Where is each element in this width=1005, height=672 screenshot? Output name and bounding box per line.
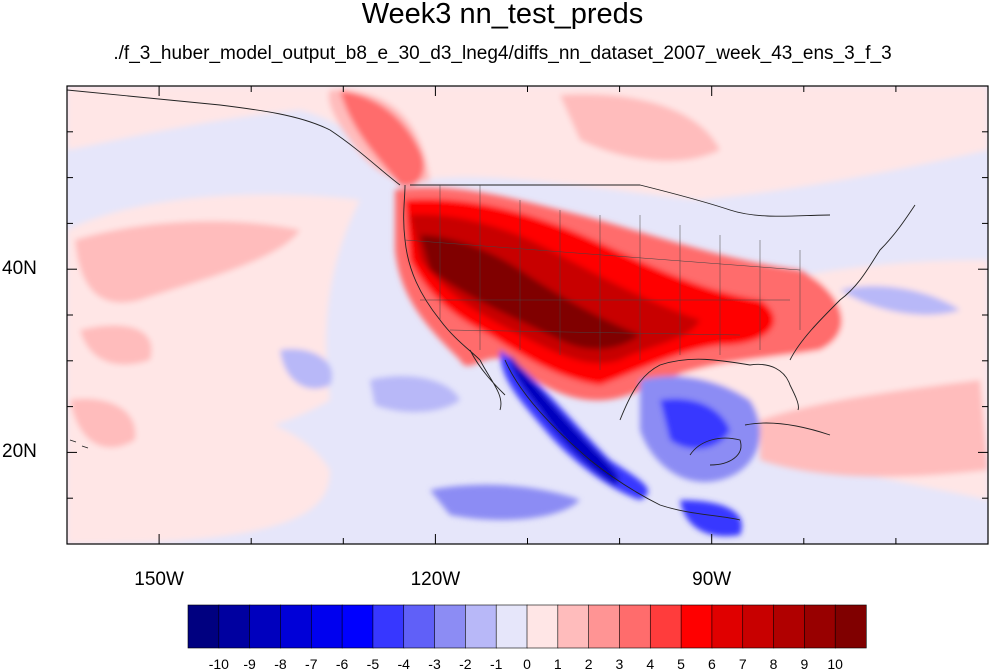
colorbar-swatch <box>742 604 775 649</box>
baja-coast <box>469 349 506 411</box>
colorbar-swatch <box>526 604 559 649</box>
us-west-coast <box>403 184 481 361</box>
us-east-coast <box>789 204 916 361</box>
yucatan-coast <box>689 437 742 466</box>
colorbar-tick-label: 1 <box>553 656 562 672</box>
colorbar-tick-label: 7 <box>738 656 747 672</box>
field-pos-4 <box>67 412 330 544</box>
colorbar-swatch <box>372 604 405 649</box>
colorbar-swatch <box>218 604 251 649</box>
field-pos-5 <box>75 221 300 303</box>
colorbar-tick-label: -8 <box>274 656 287 672</box>
colorbar-tick-label: 8 <box>769 656 778 672</box>
colorbar-tick-label: 0 <box>523 656 531 672</box>
colorbar-swatch <box>649 604 682 649</box>
colorbar-tick-label: -4 <box>397 656 410 672</box>
colorbar-tick-label: 6 <box>708 656 716 672</box>
colorbar-swatch <box>341 604 374 649</box>
field-neg-2 <box>510 355 620 485</box>
field-pos-12 <box>340 90 424 186</box>
colorbar-swatch <box>249 604 282 649</box>
heatmap-field <box>67 86 988 544</box>
field-neg-5 <box>280 349 332 389</box>
figure-subtitle: ./f_3_huber_model_output_b8_e_30_d3_lneg… <box>113 43 892 64</box>
colorbar-swatch <box>834 604 867 649</box>
x-tick-label: 120W <box>410 569 461 590</box>
x-tick-label: 90W <box>692 569 732 590</box>
figure-title: Week3 nn_test_preds <box>361 0 644 30</box>
colorbar-tick-label: 5 <box>677 656 685 672</box>
field-neg-4 <box>660 398 730 449</box>
mexico-pacific-coast <box>504 359 741 521</box>
colorbar-tick-label: -6 <box>335 656 349 672</box>
field-pos-10 <box>760 380 988 477</box>
y-tick-label: 20N <box>2 441 37 463</box>
colorbar-tick-label: -7 <box>305 656 318 672</box>
colorbar-tick-label: -9 <box>243 656 256 672</box>
colorbar-swatch <box>773 604 805 649</box>
colorbar-swatch <box>804 604 836 649</box>
hawaii <box>69 439 89 449</box>
colorbar-tick-label: -1 <box>489 656 503 672</box>
y-tick-label: 40N <box>2 258 37 280</box>
axis-ticks <box>66 85 989 545</box>
state-borders <box>404 185 801 370</box>
colorbar-tick-label: 4 <box>646 656 655 672</box>
colorbar-swatch <box>557 604 590 649</box>
colorbar-swatch <box>619 604 651 649</box>
colorbar-swatch <box>711 604 744 649</box>
colorbar-swatch <box>310 604 343 649</box>
colorbar-swatch <box>187 604 220 649</box>
us-canada-border <box>410 184 831 217</box>
x-tick-label: 150W <box>134 569 184 590</box>
colorbar-swatch <box>434 604 466 649</box>
field-neg-6 <box>370 376 460 412</box>
gulf-coast <box>619 358 799 421</box>
coastlines <box>67 89 916 521</box>
field-neg-8 <box>840 286 960 315</box>
colorbar-tick-label: 9 <box>800 656 809 672</box>
colorbar-tick-label: 10 <box>827 656 843 672</box>
field-pos-2 <box>67 86 988 200</box>
field-neg-9 <box>680 500 742 537</box>
field-neg-7 <box>430 484 580 520</box>
colorbar-tick-label: -5 <box>366 656 380 672</box>
colorbar-tick-label: 3 <box>615 656 624 672</box>
colorbar-tick-label: -3 <box>428 656 441 672</box>
colorbar-swatch <box>280 604 312 649</box>
field-pos-7 <box>70 398 136 448</box>
field-pos-15 <box>420 235 640 350</box>
colorbar-tick-label: -10 <box>208 656 229 672</box>
colorbar-swatch <box>403 604 436 649</box>
colorbar-swatch <box>465 604 497 649</box>
field-pos-6 <box>80 325 152 365</box>
colorbar-tick-label: -2 <box>459 656 472 672</box>
colorbar-swatch <box>680 604 713 649</box>
colorbar <box>187 604 867 649</box>
colorbar-tick-label: 2 <box>584 656 593 672</box>
alaska-coast <box>67 89 401 186</box>
cuba <box>744 422 831 436</box>
colorbar-swatch <box>588 604 621 649</box>
colorbar-swatch <box>495 604 528 649</box>
field-pos-9 <box>560 94 720 161</box>
